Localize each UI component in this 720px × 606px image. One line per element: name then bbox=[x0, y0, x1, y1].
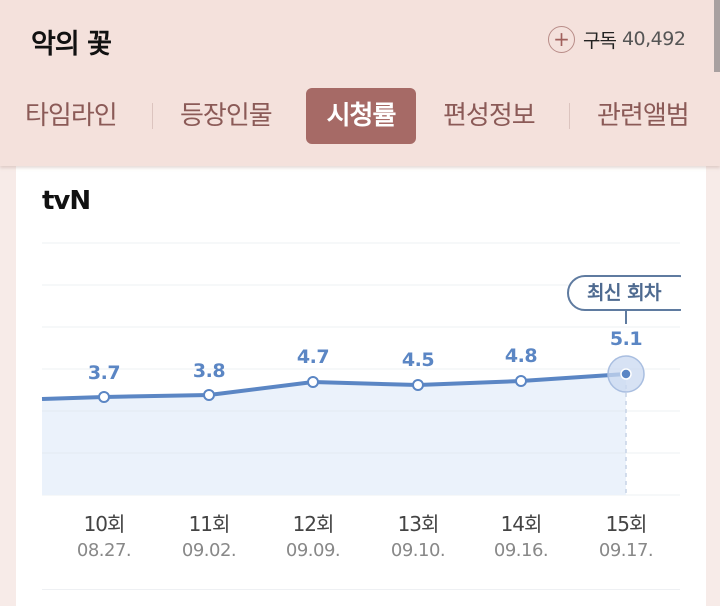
tab-divider bbox=[152, 103, 153, 129]
air-date: 09.02. bbox=[181, 540, 237, 561]
card-divider bbox=[42, 589, 680, 590]
ratings-line-chart bbox=[41, 242, 680, 496]
data-point[interactable] bbox=[515, 375, 527, 387]
value-label: 4.8 bbox=[504, 345, 538, 367]
data-points bbox=[98, 355, 645, 403]
tab-bar: 타임라인 등장인물 시청률 편성정보 관련앨범 bbox=[0, 88, 720, 144]
episode-label: 11회 bbox=[188, 512, 231, 536]
tab-timeline[interactable]: 타임라인 bbox=[25, 101, 118, 131]
air-date: 09.17. bbox=[598, 540, 654, 561]
x-axis-label: 12회 09.09. bbox=[285, 510, 341, 564]
subscribe-button[interactable]: + 구독 40,492 bbox=[548, 24, 686, 54]
x-axis-label: 10회 08.27. bbox=[76, 510, 132, 564]
episode-label: 12회 bbox=[292, 512, 335, 536]
program-header: 악의 꽃 + 구독 40,492 타임라인 등장인물 시청률 편성정보 관련앨범 bbox=[0, 0, 720, 166]
episode-label: 14회 bbox=[500, 512, 543, 536]
data-point[interactable] bbox=[203, 389, 215, 401]
tab-ratings[interactable]: 시청률 bbox=[306, 88, 416, 144]
x-axis-label: 14회 09.16. bbox=[493, 510, 549, 564]
tab-schedule[interactable]: 편성정보 bbox=[443, 101, 536, 131]
tab-characters[interactable]: 등장인물 bbox=[180, 101, 273, 131]
latest-data-point[interactable] bbox=[620, 368, 632, 380]
tab-divider bbox=[569, 103, 570, 129]
x-axis-label: 15회 09.17. bbox=[598, 510, 654, 564]
data-point[interactable] bbox=[98, 391, 110, 403]
scrollbar-thumb[interactable] bbox=[714, 0, 720, 72]
tab-related-albums[interactable]: 관련앨범 bbox=[597, 101, 690, 131]
subscriber-count: 40,492 bbox=[621, 28, 686, 50]
x-axis-label: 13회 09.10. bbox=[390, 510, 446, 564]
value-label-latest: 5.1 bbox=[609, 328, 643, 350]
air-date: 09.16. bbox=[493, 540, 549, 561]
plus-circle-icon: + bbox=[548, 25, 575, 53]
value-label: 4.5 bbox=[401, 349, 435, 371]
air-date: 08.27. bbox=[76, 540, 132, 561]
value-label: 3.8 bbox=[192, 360, 226, 382]
chart-gridlines-over-area bbox=[42, 410, 626, 454]
chart-area-fill bbox=[42, 374, 626, 495]
air-date: 09.09. bbox=[285, 540, 341, 561]
data-point[interactable] bbox=[307, 376, 319, 388]
value-label: 3.7 bbox=[87, 362, 121, 384]
episode-label: 10회 bbox=[83, 512, 126, 536]
episode-label: 15회 bbox=[605, 512, 648, 536]
data-point[interactable] bbox=[412, 379, 424, 391]
program-title: 악의 꽃 bbox=[31, 29, 112, 60]
x-axis-label: 11회 09.02. bbox=[181, 510, 237, 564]
episode-label: 13회 bbox=[397, 512, 440, 536]
network-name: tvN bbox=[42, 186, 91, 216]
subscribe-label: 구독 bbox=[583, 29, 617, 52]
value-label: 4.7 bbox=[296, 346, 330, 368]
air-date: 09.10. bbox=[390, 540, 446, 561]
